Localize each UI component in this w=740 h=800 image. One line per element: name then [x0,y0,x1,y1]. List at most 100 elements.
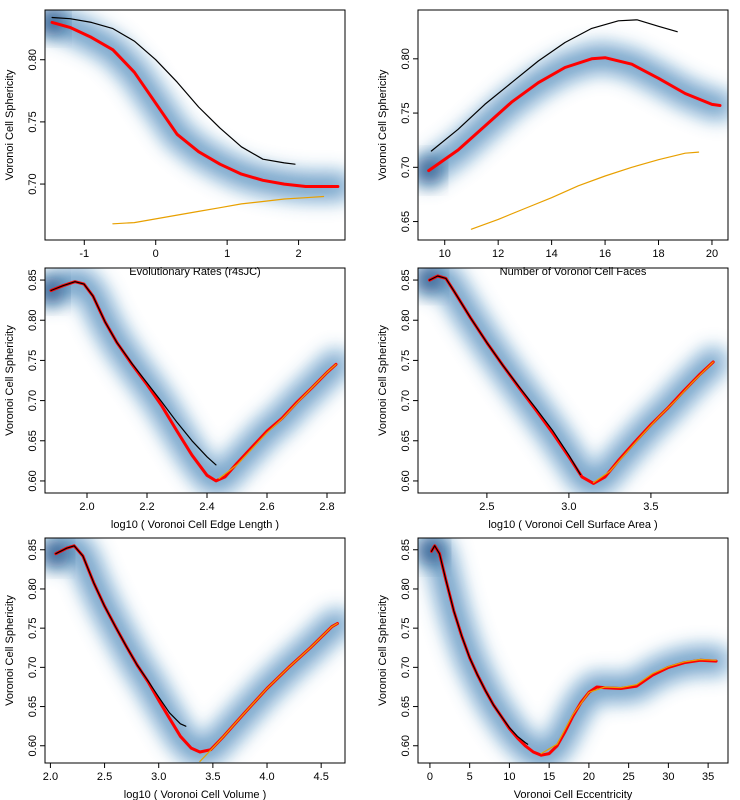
y-tick-label: 0.70 [27,173,39,194]
x-axis-label: log10 ( Voronoi Cell Edge Length ) [111,519,279,531]
x-tick-label: 30 [662,771,674,783]
x-axis-label: log10 ( Voronoi Cell Volume ) [124,789,266,800]
x-tick-label: 4.5 [314,771,329,783]
y-tick-label: 0.70 [27,657,39,678]
y-tick-label: 0.80 [400,310,412,331]
x-tick-label: 14 [545,248,557,260]
x-tick-label: 0 [153,248,159,260]
series-line-2 [218,363,337,480]
y-tick-label: 0.85 [400,269,412,290]
x-tick-label: 4.0 [259,771,274,783]
x-tick-label: 2.6 [259,501,274,513]
y-tick-label: 0.80 [27,49,39,70]
y-tick-label: 0.70 [27,390,39,411]
x-tick-label: 2.0 [79,501,94,513]
series-line-2 [592,361,714,484]
series-line-3 [50,281,217,466]
y-tick-label: 0.65 [27,430,39,451]
panel-6: 0 5 10 15 20 25 30 35 0.60 0.65 0.70 0.75 0.80 0.85 Vo… [377,537,729,800]
y-tick-label: 0.75 [400,102,412,123]
x-tick-label: -1 [79,248,89,260]
density-band [45,538,345,763]
x-tick-label: 12 [492,248,504,260]
y-tick-label: 0.65 [400,696,412,717]
y-tick-label: 0.80 [27,578,39,599]
series-line-3 [112,195,325,225]
x-tick-label: 2.5 [479,501,494,513]
x-axis-label: Voronoi Cell Eccentricity [514,789,633,800]
plot-frame [44,537,346,764]
panel-1: -1 0 1 2 0.70 0.75 0.80 Evolutionary Rates (r4s… [4,9,346,278]
y-axis-label: Voronoi Cell Sphericity [4,69,16,180]
x-tick-label: 3.0 [561,501,576,513]
x-tick-label: 18 [652,248,664,260]
x-tick-label: 20 [706,248,718,260]
y-tick-label: 0.85 [400,539,412,560]
x-tick-label: 2.2 [139,501,154,513]
y-tick-label: 0.75 [27,617,39,638]
y-axis-label: Voronoi Cell Sphericity [4,595,16,706]
density-band [418,40,728,188]
x-tick-label: 25 [623,771,635,783]
y-axis-label: Voronoi Cell Sphericity [377,595,389,706]
x-tick-label: 20 [583,771,595,783]
x-tick-label: 2.4 [199,501,214,513]
x-axis-label: Number of Voronoi Cell Faces [500,266,647,278]
y-tick-label: 0.65 [400,211,412,232]
series-line-3 [428,275,582,476]
x-tick-label: 35 [702,771,714,783]
y-tick-label: 0.70 [400,390,412,411]
plot-frame [44,9,346,241]
y-tick-label: 0.70 [400,157,412,178]
series-line-2 [199,622,338,763]
y-tick-label: 0.85 [27,269,39,290]
panel-2: 10 12 14 16 18 20 0.65 0.70 0.75 0.80 Number of Vo… [377,9,729,278]
series-line-1 [51,16,296,165]
panel-3: 2.0 2.2 2.4 2.6 2.8 0.60 0.65 0.70 0.75 0.80 0.85 l… [4,267,346,531]
y-tick-label: 0.60 [27,470,39,491]
y-tick-label: 0.60 [400,735,412,756]
x-axis-label: Evolutionary Rates (r4sJC) [129,266,260,278]
y-tick-label: 0.85 [27,539,39,560]
x-tick-label: 5 [467,771,473,783]
x-axis-label: log10 ( Voronoi Cell Surface Area ) [488,519,657,531]
panel-5: 2.0 2.5 3.0 3.5 4.0 4.5 0.60 0.65 0.70 0.75 0.80 0.… [4,537,346,800]
y-tick-label: 0.65 [27,696,39,717]
panel-4: 2.5 3.0 3.5 0.60 0.65 0.70 0.75 0.80 0.85 log10 (… [377,267,729,531]
plot-frame [417,9,729,241]
x-tick-label: 3.5 [205,771,220,783]
x-tick-label: 2 [296,248,302,260]
x-tick-label: 10 [503,771,515,783]
x-tick-label: 0 [427,771,433,783]
x-tick-label: 2.8 [319,501,334,513]
series-line-1 [430,19,678,152]
x-tick-label: 3.5 [643,501,658,513]
x-tick-label: 1 [224,248,230,260]
series-line-3 [430,545,529,745]
y-tick-label: 0.65 [400,430,412,451]
x-tick-label: 10 [439,248,451,260]
y-tick-label: 0.75 [400,617,412,638]
x-tick-label: 3.0 [151,771,166,783]
y-tick-label: 0.75 [27,111,39,132]
density-band [45,268,345,493]
x-tick-label: 15 [543,771,555,783]
y-tick-label: 0.80 [27,310,39,331]
y-tick-label: 0.80 [400,48,412,69]
y-tick-label: 0.75 [27,350,39,371]
y-axis-label: Voronoi Cell Sphericity [377,69,389,180]
series-line-2 [540,658,717,755]
series-line-2 [427,56,722,173]
y-tick-label: 0.80 [400,578,412,599]
x-tick-label: 2.5 [97,771,112,783]
y-tick-label: 0.60 [400,470,412,491]
series-line-2 [50,20,340,188]
y-tick-label: 0.70 [400,657,412,678]
x-tick-label: 16 [599,248,611,260]
y-tick-label: 0.75 [400,350,412,371]
density-band [418,538,728,763]
y-axis-label: Voronoi Cell Sphericity [4,325,16,436]
plot-frame [417,267,729,494]
series-line-3 [470,151,700,230]
